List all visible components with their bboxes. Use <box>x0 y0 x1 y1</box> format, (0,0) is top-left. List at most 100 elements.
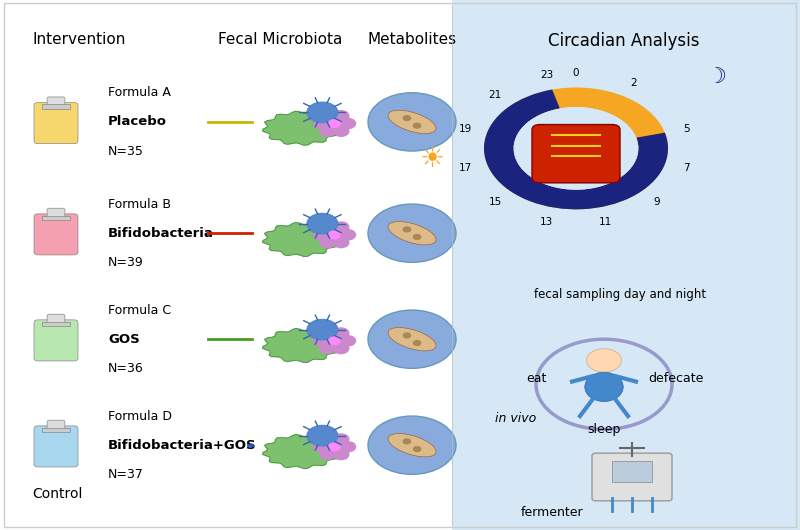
Text: Circadian Analysis: Circadian Analysis <box>548 32 700 50</box>
Circle shape <box>329 231 340 239</box>
Text: 5: 5 <box>683 124 690 134</box>
Circle shape <box>329 443 340 450</box>
FancyBboxPatch shape <box>47 208 65 218</box>
FancyBboxPatch shape <box>34 214 78 255</box>
Text: 15: 15 <box>489 197 502 207</box>
Circle shape <box>307 102 338 122</box>
Text: 17: 17 <box>459 163 472 173</box>
Text: fermenter: fermenter <box>521 506 583 519</box>
FancyBboxPatch shape <box>532 125 620 183</box>
Circle shape <box>314 335 329 346</box>
Circle shape <box>414 447 421 452</box>
Text: Placebo: Placebo <box>108 116 167 128</box>
Text: ☀: ☀ <box>419 145 445 173</box>
Ellipse shape <box>388 222 436 245</box>
Text: Formula A: Formula A <box>108 86 171 99</box>
Circle shape <box>514 107 638 190</box>
Circle shape <box>329 337 340 344</box>
FancyBboxPatch shape <box>47 314 65 324</box>
Text: eat: eat <box>526 373 546 385</box>
Polygon shape <box>262 223 339 257</box>
Circle shape <box>368 93 456 151</box>
Circle shape <box>334 111 349 121</box>
Text: fecal sampling day and night: fecal sampling day and night <box>534 288 706 301</box>
Circle shape <box>314 441 329 452</box>
Circle shape <box>340 118 355 129</box>
FancyBboxPatch shape <box>452 0 800 530</box>
Circle shape <box>414 235 421 240</box>
Ellipse shape <box>585 372 623 402</box>
Text: Bifidobacteria+GOS: Bifidobacteria+GOS <box>108 439 257 452</box>
FancyBboxPatch shape <box>612 461 652 482</box>
Circle shape <box>340 335 355 346</box>
FancyBboxPatch shape <box>47 97 65 107</box>
Circle shape <box>320 328 335 338</box>
Circle shape <box>320 449 335 460</box>
FancyBboxPatch shape <box>0 0 452 530</box>
Circle shape <box>329 120 340 127</box>
Text: N=39: N=39 <box>108 256 144 269</box>
Ellipse shape <box>388 328 436 351</box>
Circle shape <box>320 126 335 136</box>
Text: GOS: GOS <box>108 333 140 346</box>
Circle shape <box>334 328 349 338</box>
Circle shape <box>334 343 349 354</box>
Circle shape <box>320 111 335 121</box>
FancyBboxPatch shape <box>34 103 78 144</box>
Circle shape <box>586 349 622 372</box>
FancyBboxPatch shape <box>34 320 78 361</box>
FancyBboxPatch shape <box>42 322 70 326</box>
Text: Formula B: Formula B <box>108 198 171 210</box>
Text: Control: Control <box>32 487 82 501</box>
Circle shape <box>403 439 410 444</box>
Circle shape <box>414 123 421 128</box>
Text: 11: 11 <box>599 217 612 227</box>
Polygon shape <box>262 435 339 469</box>
Circle shape <box>314 229 329 240</box>
Circle shape <box>414 341 421 346</box>
Text: Formula D: Formula D <box>108 410 172 422</box>
Circle shape <box>368 204 456 262</box>
Text: 7: 7 <box>683 163 690 173</box>
Polygon shape <box>262 111 339 145</box>
Circle shape <box>334 434 349 444</box>
Text: in vivo: in vivo <box>495 412 537 425</box>
Circle shape <box>334 237 349 248</box>
Circle shape <box>334 222 349 232</box>
Ellipse shape <box>388 434 436 457</box>
Circle shape <box>320 222 335 232</box>
Circle shape <box>314 118 329 129</box>
Circle shape <box>307 320 338 340</box>
Circle shape <box>403 333 410 338</box>
Circle shape <box>320 343 335 354</box>
FancyBboxPatch shape <box>42 216 70 220</box>
Wedge shape <box>484 90 668 209</box>
Circle shape <box>340 441 355 452</box>
Text: Formula C: Formula C <box>108 304 171 316</box>
Ellipse shape <box>388 110 436 134</box>
Circle shape <box>320 434 335 444</box>
Text: Intervention: Intervention <box>32 32 126 47</box>
FancyBboxPatch shape <box>34 426 78 467</box>
Circle shape <box>403 116 410 120</box>
Text: Fecal Microbiota: Fecal Microbiota <box>218 32 342 47</box>
Text: Bifidobacteria: Bifidobacteria <box>108 227 214 240</box>
Circle shape <box>307 426 338 446</box>
FancyBboxPatch shape <box>42 104 70 109</box>
Circle shape <box>334 449 349 460</box>
Circle shape <box>403 227 410 232</box>
Text: 21: 21 <box>489 90 502 100</box>
FancyBboxPatch shape <box>592 453 672 501</box>
Text: defecate: defecate <box>648 373 704 385</box>
Text: N=35: N=35 <box>108 145 144 157</box>
Circle shape <box>368 416 456 474</box>
Circle shape <box>307 214 338 234</box>
Polygon shape <box>262 329 339 363</box>
Circle shape <box>368 310 456 368</box>
Circle shape <box>340 229 355 240</box>
Wedge shape <box>484 87 668 209</box>
Text: N=37: N=37 <box>108 468 144 481</box>
Text: 19: 19 <box>459 124 472 134</box>
Text: 0: 0 <box>573 68 579 77</box>
Text: 2: 2 <box>630 78 637 88</box>
